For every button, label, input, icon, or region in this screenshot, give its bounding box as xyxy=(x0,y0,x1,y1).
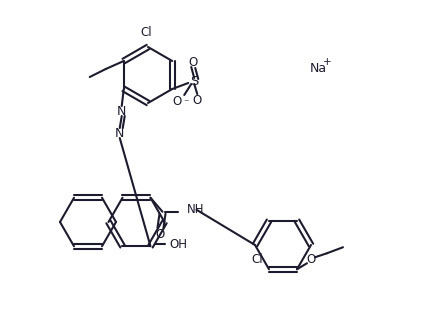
Text: O: O xyxy=(156,228,165,241)
Text: OH: OH xyxy=(170,238,187,251)
Text: N: N xyxy=(115,126,125,139)
Text: O: O xyxy=(172,94,181,108)
Text: +: + xyxy=(322,57,331,67)
Text: N: N xyxy=(117,105,126,118)
Text: NH: NH xyxy=(187,203,204,216)
Text: O: O xyxy=(306,253,316,266)
Text: Cl: Cl xyxy=(140,26,152,39)
Text: Cl: Cl xyxy=(251,253,263,266)
Text: O: O xyxy=(193,93,202,107)
Text: ⁻: ⁻ xyxy=(184,98,189,108)
Text: O: O xyxy=(189,56,198,69)
Text: Na: Na xyxy=(310,62,327,74)
Text: S: S xyxy=(190,74,198,87)
